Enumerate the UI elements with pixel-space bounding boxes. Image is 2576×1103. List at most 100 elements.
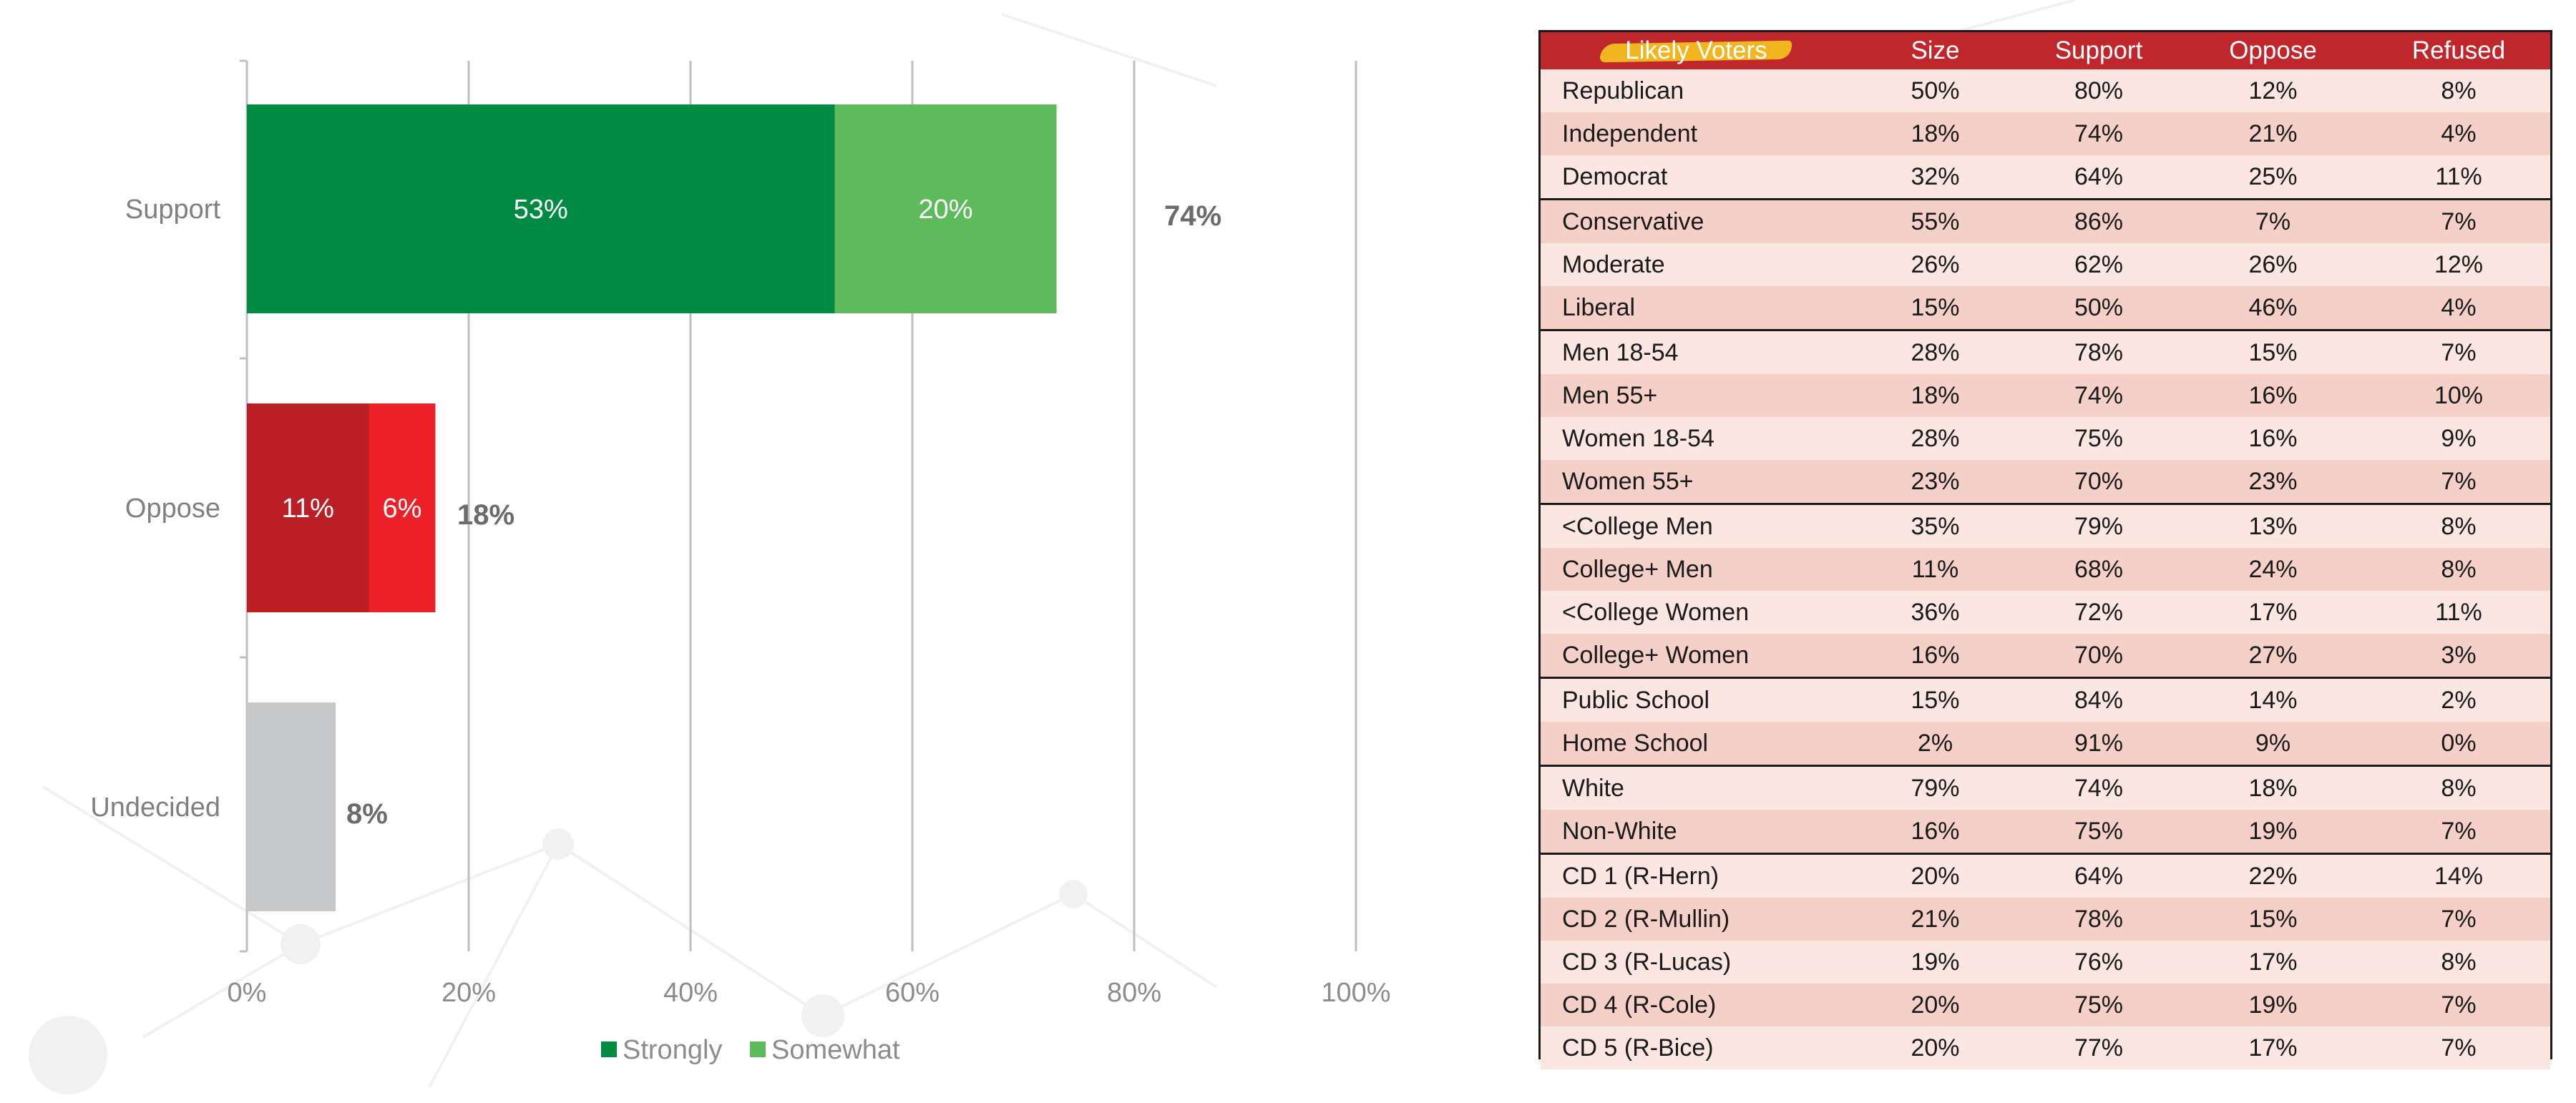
x-tick-label: 0%: [228, 978, 267, 1008]
table-cell: 11%: [1852, 548, 2019, 591]
row-label: CD 3 (R-Lucas): [1541, 941, 1852, 984]
chart-canvas: 0% 20% 40% 60% 80% 100% Support 53% 20% 74% Oppose…: [90, 59, 1391, 1065]
table-cell: 16%: [1852, 634, 2019, 678]
table-header-row: Likely Voters Size Support Oppose Refuse…: [1541, 32, 2550, 69]
column-header-likely-voters: Likely Voters: [1541, 32, 1852, 69]
legend-swatch-strongly: [601, 1041, 617, 1057]
table-cell: 74%: [2019, 112, 2179, 155]
table-cell: 79%: [1852, 765, 2019, 810]
table-cell: 26%: [1852, 243, 2019, 286]
x-tick-label: 20%: [441, 978, 496, 1008]
row-label: Home School: [1541, 722, 1852, 766]
table-row: Home School 2% 91% 9% 0%: [1541, 722, 2550, 766]
table-cell: 75%: [2019, 810, 2179, 854]
table-cell: 74%: [2019, 374, 2179, 417]
row-label: White: [1541, 765, 1852, 810]
table-row: Liberal 15% 50% 46% 4%: [1541, 286, 2550, 330]
row-label: Non-White: [1541, 810, 1852, 854]
column-header-size: Size: [1852, 32, 2019, 69]
bar-segment-strongly: [247, 403, 369, 612]
table-row: CD 2 (R-Mullin) 21% 78% 15% 7%: [1541, 898, 2550, 941]
table-row: College+ Women 16% 70% 27% 3%: [1541, 634, 2550, 678]
table-row: Men 18-54 28% 78% 15% 7%: [1541, 329, 2550, 374]
row-label: Independent: [1541, 112, 1852, 155]
bar-segment-somewhat: [834, 104, 1057, 313]
table-cell: 20%: [1852, 984, 2019, 1026]
table-cell: 46%: [2179, 286, 2367, 330]
table-cell: 16%: [2179, 374, 2367, 417]
table-cell: 2%: [1852, 722, 2019, 766]
table-cell: 16%: [1852, 810, 2019, 854]
table-cell: 14%: [2179, 677, 2367, 722]
table-cell: 13%: [2179, 503, 2367, 548]
table-cell: 7%: [2367, 898, 2550, 941]
table-cell: 28%: [1852, 417, 2019, 460]
table-cell: 9%: [2179, 722, 2367, 766]
table-cell: 9%: [2367, 417, 2550, 460]
table-cell: 2%: [2367, 677, 2550, 722]
table-cell: 19%: [2179, 810, 2367, 854]
total-data-label: 18%: [457, 499, 514, 531]
table-row: Public School 15% 84% 14% 2%: [1541, 677, 2550, 722]
table-cell: 28%: [1852, 329, 2019, 374]
table-row: Democrat 32% 64% 25% 11%: [1541, 155, 2550, 200]
row-label: Women 55+: [1541, 460, 1852, 504]
row-label: Men 55+: [1541, 374, 1852, 417]
row-label: Conservative: [1541, 198, 1852, 243]
table-cell: 79%: [2019, 503, 2179, 548]
table-cell: 27%: [2179, 634, 2367, 678]
table-cell: 20%: [1852, 853, 2019, 898]
table-cell: 18%: [2179, 765, 2367, 810]
x-tick-label: 60%: [885, 978, 940, 1008]
table-cell: 78%: [2019, 329, 2179, 374]
table-cell: 68%: [2019, 548, 2179, 591]
table-cell: 4%: [2367, 112, 2550, 155]
total-data-label: 8%: [346, 798, 388, 830]
row-label: <College Men: [1541, 503, 1852, 548]
row-label: Liberal: [1541, 286, 1852, 330]
table-cell: 18%: [1852, 374, 2019, 417]
table-row: CD 5 (R-Bice) 20% 77% 17% 7%: [1541, 1026, 2550, 1069]
table-cell: 70%: [2019, 460, 2179, 504]
table-body: Republican 50% 80% 12% 8% Independent 18% 74% 21…: [1541, 69, 2550, 1069]
table-cell: 15%: [2179, 329, 2367, 374]
table-cell: 75%: [2019, 417, 2179, 460]
table-cell: 12%: [2179, 69, 2367, 112]
table-cell: 32%: [1852, 155, 2019, 200]
row-label: College+ Men: [1541, 548, 1852, 591]
table-cell: 25%: [2179, 155, 2367, 200]
row-label: CD 5 (R-Bice): [1541, 1026, 1852, 1069]
table-cell: 12%: [2367, 243, 2550, 286]
table-cell: 4%: [2367, 286, 2550, 330]
row-label: Democrat: [1541, 155, 1852, 200]
table-cell: 16%: [2179, 417, 2367, 460]
table-row: Republican 50% 80% 12% 8%: [1541, 69, 2550, 112]
table-cell: 19%: [2179, 984, 2367, 1026]
table-cell: 24%: [2179, 548, 2367, 591]
column-header-oppose: Oppose: [2179, 32, 2367, 69]
table-cell: 7%: [2367, 198, 2550, 243]
table-row: Men 55+ 18% 74% 16% 10%: [1541, 374, 2550, 417]
table-cell: 17%: [2179, 591, 2367, 634]
row-label: Women 18-54: [1541, 417, 1852, 460]
row-label: CD 1 (R-Hern): [1541, 853, 1852, 898]
table-cell: 91%: [2019, 722, 2179, 766]
table-row: Conservative 55% 86% 7% 7%: [1541, 198, 2550, 243]
column-header-support: Support: [2019, 32, 2179, 69]
table-cell: 11%: [2367, 155, 2550, 200]
table-row: Independent 18% 74% 21% 4%: [1541, 112, 2550, 155]
table-cell: 7%: [2367, 1026, 2550, 1069]
table-cell: 20%: [1852, 1026, 2019, 1069]
table-cell: 62%: [2019, 243, 2179, 286]
table-cell: 15%: [1852, 286, 2019, 330]
table-cell: 23%: [2179, 460, 2367, 504]
table-cell: 11%: [2367, 591, 2550, 634]
table-cell: 80%: [2019, 69, 2179, 112]
table-cell: 0%: [2367, 722, 2550, 766]
table-cell: 70%: [2019, 634, 2179, 678]
table-cell: 10%: [2367, 374, 2550, 417]
table-cell: 76%: [2019, 941, 2179, 984]
table-cell: 7%: [2367, 329, 2550, 374]
table-row: CD 4 (R-Cole) 20% 75% 19% 7%: [1541, 984, 2550, 1026]
table-cell: 7%: [2179, 198, 2367, 243]
